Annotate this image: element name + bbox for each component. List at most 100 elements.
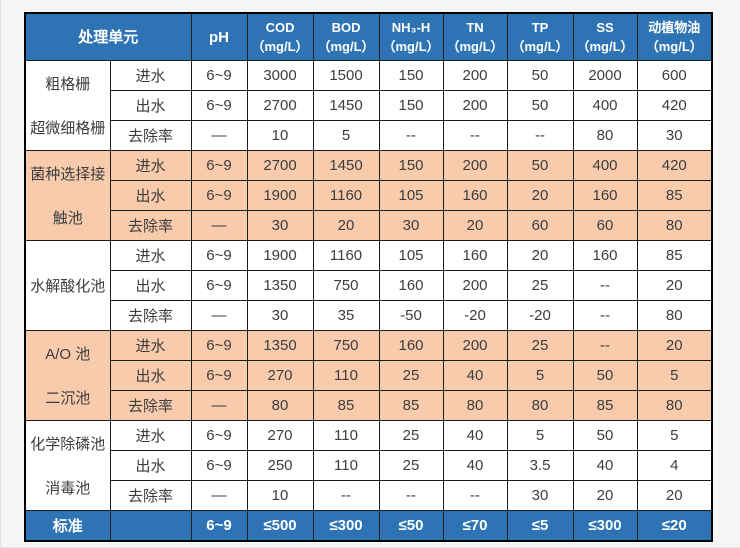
value-cell: 20 xyxy=(506,180,574,211)
stage-cell: 去除率 xyxy=(109,120,192,151)
unit-cell-ao-pool: A/O 池 二沉池 xyxy=(24,330,111,421)
value-cell: 150 xyxy=(378,90,444,121)
stage-cell: 去除率 xyxy=(109,480,192,511)
unit-name-line: 粗格栅 xyxy=(45,76,91,93)
value-cell: 50 xyxy=(572,420,638,451)
value-cell: 2000 xyxy=(572,60,638,91)
value-cell: 5 xyxy=(506,360,574,391)
value-cell: 10 xyxy=(246,120,314,151)
standard-value-cell: ≤500 xyxy=(246,510,314,542)
value-cell: 1350 xyxy=(246,330,314,361)
value-cell: 750 xyxy=(312,330,380,361)
value-cell: 40 xyxy=(442,360,508,391)
value-cell: 6~9 xyxy=(190,420,248,451)
value-cell: — xyxy=(190,390,248,421)
header-oil-name: 动植物油 xyxy=(648,20,701,35)
stage-cell: 去除率 xyxy=(109,300,192,331)
value-cell: 50 xyxy=(506,90,574,121)
table-row: 菌种选择接 触池 进水 6~9 2700 1450 150 200 50 400… xyxy=(24,150,713,241)
value-cell: 6~9 xyxy=(190,360,248,391)
table-row: A/O 池 二沉池 进水 6~9 1350 750 160 200 25 -- … xyxy=(24,330,713,421)
value-cell: 110 xyxy=(312,420,380,451)
header-ss-unit: （mg/L） xyxy=(576,39,634,54)
value-cell: 30 xyxy=(378,210,444,241)
value-cell: 20 xyxy=(312,210,380,241)
header-oil: 动植物油 （mg/L） xyxy=(636,12,713,61)
value-cell: 80 xyxy=(572,120,638,151)
stage-cell: 出水 xyxy=(109,180,192,211)
value-cell: 5 xyxy=(506,420,574,451)
value-cell: 270 xyxy=(246,420,314,451)
stage-cell: 出水 xyxy=(109,360,192,391)
value-cell: 160 xyxy=(378,330,444,361)
unit-name-line: 触池 xyxy=(52,210,83,227)
stage-cell: 去除率 xyxy=(109,390,192,421)
unit-cell-hydrolysis-pool: 水解酸化池 xyxy=(24,240,111,331)
table-row: 水解酸化池 进水 6~9 1900 1160 105 160 20 160 85 xyxy=(24,240,713,331)
value-cell: 80 xyxy=(636,210,713,241)
value-cell: 200 xyxy=(442,270,508,301)
header-oil-unit: （mg/L） xyxy=(645,39,703,54)
table-header: 处理单元 pH COD （mg/L） BOD （mg/L） NH₃-H （mg/… xyxy=(24,12,713,61)
value-cell: 85 xyxy=(636,180,713,211)
unit-name-line: 超微细格栅 xyxy=(30,120,106,137)
value-cell: -20 xyxy=(506,300,574,331)
value-cell: 150 xyxy=(378,60,444,91)
table-row: 出水 6~9 2700 1450 150 200 50 400 420 xyxy=(25,90,713,121)
value-cell: 160 xyxy=(572,180,638,211)
value-cell: 200 xyxy=(442,330,508,361)
value-cell: 250 xyxy=(246,450,314,481)
unit-name-lines: 化学除磷池 消毒池 xyxy=(26,422,109,510)
table-row: 化学除磷池 消毒池 进水 6~9 270 110 25 40 5 50 5 xyxy=(24,420,713,511)
header-tn-name: TN xyxy=(466,20,484,35)
value-cell: 20 xyxy=(636,480,713,511)
unit-name-line: 菌种选择接 xyxy=(30,166,106,183)
header-ss-name: SS xyxy=(596,20,614,35)
header-tn: TN （mg/L） xyxy=(442,12,508,61)
value-cell: — xyxy=(190,210,248,241)
value-cell: 60 xyxy=(572,210,638,241)
value-cell: -20 xyxy=(442,300,508,331)
stage-cell: 进水 xyxy=(109,420,192,451)
unit-cell-grids: 粗格栅 超微细格栅 xyxy=(24,60,111,151)
value-cell: 30 xyxy=(246,300,314,331)
header-tp-name: TP xyxy=(531,20,549,35)
header-unit: 处理单元 xyxy=(24,12,192,61)
unit-name-line: 消毒池 xyxy=(45,480,91,497)
value-cell: 6~9 xyxy=(190,240,248,271)
stage-cell: 去除率 xyxy=(109,210,192,241)
value-cell: 3.5 xyxy=(506,450,574,481)
stage-cell: 出水 xyxy=(109,270,192,301)
value-cell: 6~9 xyxy=(190,150,248,181)
value-cell: 600 xyxy=(636,60,713,91)
header-bod-name: BOD xyxy=(331,20,361,35)
unit-cell-phosphorus-disinfection: 化学除磷池 消毒池 xyxy=(24,420,111,511)
table-row: 出水 6~9 270 110 25 40 5 50 5 xyxy=(25,360,713,391)
value-cell: 1900 xyxy=(246,240,314,271)
table-row: 粗格栅 超微细格栅 进水 6~9 3000 1500 150 200 50 20… xyxy=(24,60,713,151)
header-bod: BOD （mg/L） xyxy=(312,12,380,61)
value-cell: 5 xyxy=(636,420,713,451)
unit-name-line: 水解酸化池 xyxy=(30,278,106,295)
value-cell: 1450 xyxy=(312,150,380,181)
value-cell: 110 xyxy=(312,360,380,391)
value-cell: 4 xyxy=(636,450,713,481)
value-cell: — xyxy=(190,480,248,511)
unit-cell-contact-pool: 菌种选择接 触池 xyxy=(24,150,111,241)
value-cell: -- xyxy=(442,120,508,151)
standard-value-cell: ≤300 xyxy=(572,510,638,542)
value-cell: 30 xyxy=(636,120,713,151)
value-cell: 400 xyxy=(572,90,638,121)
value-cell: 40 xyxy=(442,450,508,481)
value-cell: 50 xyxy=(506,150,574,181)
table-row: 去除率 — 30 20 30 20 60 60 80 xyxy=(25,210,713,241)
value-cell: -50 xyxy=(378,300,444,331)
header-tp: TP （mg/L） xyxy=(506,12,574,61)
header-nh3h-name: NH₃-H xyxy=(391,20,431,35)
value-cell: 20 xyxy=(442,210,508,241)
value-cell: 10 xyxy=(246,480,314,511)
value-cell: 25 xyxy=(378,360,444,391)
value-cell: 200 xyxy=(442,60,508,91)
value-cell: 6~9 xyxy=(190,60,248,91)
